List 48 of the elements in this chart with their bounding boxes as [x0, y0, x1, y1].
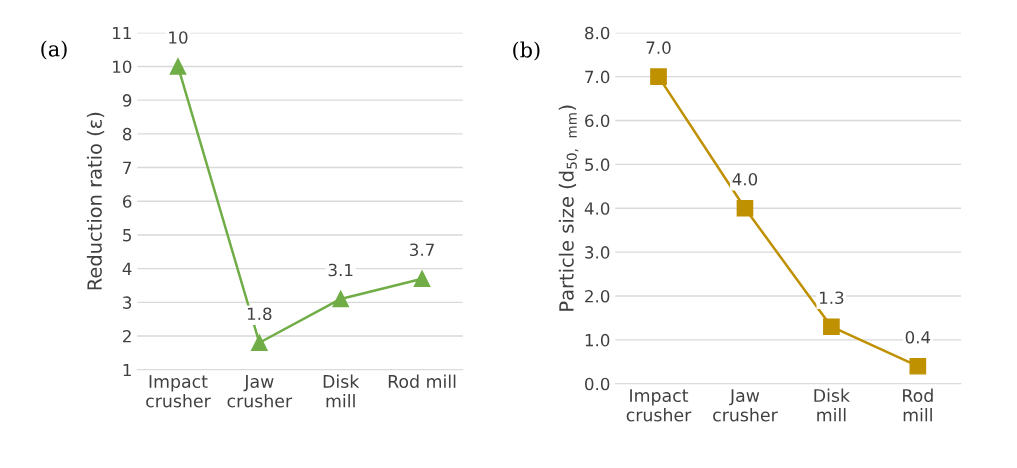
data-label: 4.0: [732, 172, 758, 186]
x-tick-label: Impact crusher: [146, 375, 211, 408]
point: [650, 68, 667, 85]
y-tick-label: 1.0: [585, 333, 610, 347]
y-tick-label: 4: [122, 262, 132, 275]
x-tick-label: Disk mill: [814, 388, 850, 422]
y-tick-label: 3: [123, 296, 132, 309]
y-tick-label: 6.0: [585, 114, 610, 128]
x-tick-label: Rod mill: [903, 388, 933, 422]
point: [736, 199, 754, 217]
data-label: 1.3: [819, 291, 844, 305]
x-tick-label: Rod mill: [388, 374, 456, 389]
y-axis-title: Reduction ratio (ε): [86, 112, 105, 290]
x-tick-label: Jaw crusher: [713, 389, 778, 422]
y-tick-label: 2.0: [585, 289, 610, 303]
y-tick-label: 5: [123, 229, 131, 242]
y-tick-label: 2: [123, 329, 131, 343]
y-tick-label: 5.0: [585, 158, 610, 171]
y-tick-label: 7.0: [585, 70, 610, 84]
x-tick-label: Disk mill: [323, 374, 360, 408]
text: (a): [41, 40, 67, 60]
point: [909, 357, 927, 375]
data-label: 1.8: [247, 307, 272, 321]
y-tick-label: 8.0: [585, 26, 610, 40]
y-tick-label: 3.0: [585, 246, 610, 259]
y-axis-title: Particle size (d$_{50, mm}$): [558, 105, 579, 311]
data-label: 3.7: [410, 243, 434, 257]
text: (b): [513, 41, 540, 61]
y-tick-label: 6: [122, 195, 132, 208]
y-tick-label: 11: [113, 26, 131, 40]
point: [413, 270, 431, 288]
y-tick-label: 8: [122, 127, 132, 141]
y-tick-label: 9: [122, 94, 132, 107]
data-label: 10: [169, 31, 188, 44]
point: [251, 334, 268, 352]
y-tick-label: 0.0: [585, 377, 610, 391]
x-tick-label: Jaw crusher: [227, 375, 293, 408]
y-tick-label: 7: [123, 161, 132, 174]
point: [169, 58, 187, 75]
y-tick-label: 10: [113, 60, 132, 74]
data-label: 7.0: [646, 41, 671, 54]
data-label: 3.1: [328, 263, 353, 277]
y-tick-label: 1: [123, 363, 131, 377]
y-tick-label: 4.0: [584, 202, 610, 215]
data-label: 0.4: [905, 330, 931, 344]
x-tick-label: Impact crusher: [626, 389, 692, 422]
point: [332, 290, 350, 308]
point: [823, 318, 840, 336]
